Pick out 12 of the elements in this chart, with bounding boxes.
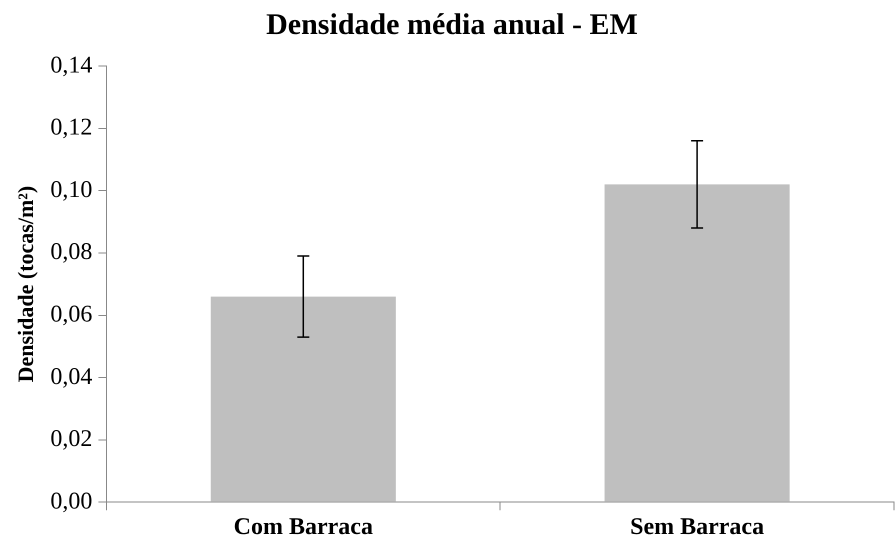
y-tick-label: 0,10 [50, 176, 92, 203]
chart-title: Densidade média anual - EM [266, 8, 638, 41]
y-axis-title: Densidade (tocas/m²) [12, 186, 38, 382]
x-tick-label: Sem Barraca [630, 514, 764, 540]
y-tick-label: 0,14 [50, 52, 92, 78]
y-tick-label: 0,06 [50, 302, 92, 328]
y-tick-label: 0,00 [50, 488, 92, 514]
x-tick-label: Com Barraca [234, 514, 373, 540]
y-tick-label: 0,02 [50, 426, 92, 452]
y-tick-label: 0,12 [50, 114, 92, 141]
y-tick-label: 0,08 [50, 239, 92, 266]
y-tick-label: 0,04 [50, 364, 92, 390]
